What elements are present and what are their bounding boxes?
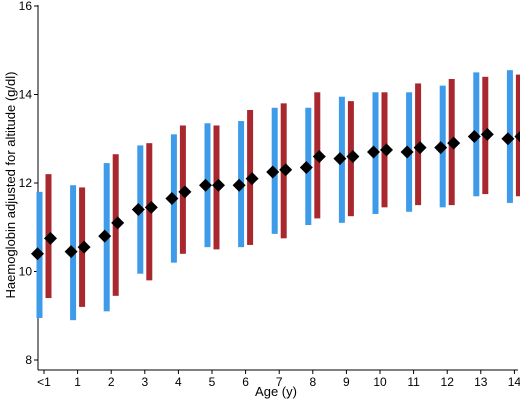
median-marker-series-2 [413,141,427,155]
median-marker-series-1 [131,203,145,217]
median-marker-series-1 [31,247,44,261]
median-marker-series-1 [232,178,246,192]
median-marker-series-1 [199,178,212,192]
median-marker-series-2 [178,185,192,199]
median-marker-series-2 [44,231,57,245]
x-tick-label: 11 [407,375,420,389]
x-tick-label: 13 [474,375,488,389]
median-marker-series-2 [514,130,520,143]
median-marker-series-2 [380,143,393,157]
median-marker-series-1 [299,161,313,175]
y-tick-label: 16 [19,0,33,13]
x-tick-label: 12 [441,375,455,389]
median-marker-series-2 [144,200,158,214]
median-marker-series-1 [501,132,515,146]
median-marker-series-1 [467,130,481,144]
median-marker-series-2 [480,127,494,141]
y-tick-label: 10 [19,265,33,279]
y-axis: 8 10 12 14 16 [19,0,39,370]
x-tick-label: 5 [209,375,216,389]
x-tick-label: <1 [37,375,51,389]
x-tick-label: 1 [74,375,81,389]
range-bars [36,70,520,321]
median-marker-series-2 [346,149,360,163]
y-tick-label: 12 [19,176,33,190]
y-tick-label: 8 [25,353,32,367]
median-marker-series-1 [333,152,347,166]
y-axis-title: Haemoglobin adjusted for altitude (g/dl) [3,72,18,299]
y-tick-label: 14 [19,88,33,102]
x-tick-label: 4 [175,375,182,389]
x-tick-label: 10 [373,375,387,389]
x-axis-title: Age (y) [255,384,297,399]
x-tick-label: 2 [108,375,115,389]
median-markers [31,127,520,261]
x-tick-label: 3 [141,375,148,389]
median-marker-series-2 [245,172,259,186]
median-marker-series-2 [447,136,461,150]
x-tick-label: 14 [508,375,520,389]
median-marker-series-1 [98,229,112,243]
x-tick-label: 7 [276,375,283,389]
median-marker-series-2 [111,216,125,230]
median-marker-series-2 [279,163,293,177]
median-marker-series-2 [77,240,91,254]
median-marker-series-1 [367,145,380,159]
median-marker-series-1 [64,245,78,259]
median-marker-series-2 [312,149,326,163]
median-marker-series-1 [266,165,280,179]
x-axis: <1 1 2 3 4 5 6 7 8 9 10 11 12 13 14 [37,369,520,389]
x-tick-label: 9 [343,375,350,389]
median-marker-series-1 [434,141,448,155]
median-marker-series-1 [400,145,414,159]
median-marker-series-2 [212,178,225,192]
median-marker-series-1 [165,191,179,205]
x-tick-label: 6 [242,375,249,389]
x-tick-label: 8 [309,375,316,389]
